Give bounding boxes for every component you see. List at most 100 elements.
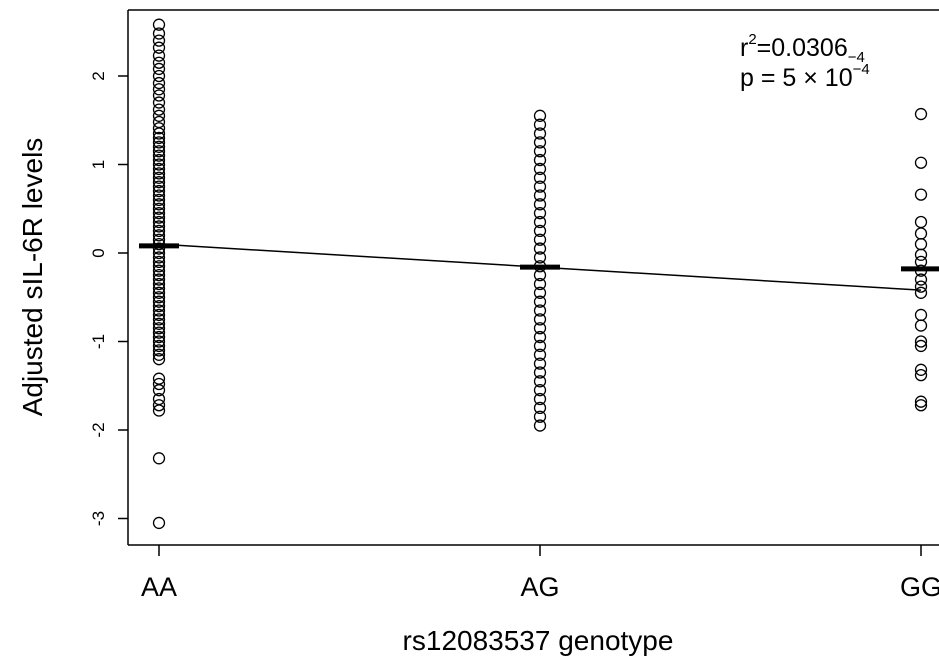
- data-point: [533, 322, 547, 335]
- data-point: [152, 268, 166, 282]
- data-point: [533, 127, 547, 140]
- data-point: [152, 145, 166, 158]
- data-point: [152, 224, 166, 238]
- data-point: [152, 295, 166, 308]
- data-point: [152, 229, 166, 242]
- data-point: [533, 153, 547, 167]
- data-point: [152, 18, 166, 31]
- data-point: [914, 368, 928, 382]
- data-point: [152, 62, 166, 76]
- data-point: [152, 264, 166, 277]
- data-point: [152, 171, 166, 184]
- data-point: [152, 330, 166, 344]
- r2-value: =0.0306: [757, 34, 848, 62]
- data-point: [152, 348, 166, 361]
- data-point: [533, 224, 547, 238]
- data-point: [533, 348, 547, 361]
- data-point: [533, 330, 547, 344]
- data-point: [533, 109, 547, 122]
- data-point: [533, 171, 547, 184]
- data-point: [533, 401, 547, 415]
- data-point: [152, 149, 166, 162]
- data-point: [152, 136, 166, 149]
- y-tick-label: 1: [89, 160, 108, 169]
- data-point: [152, 277, 166, 291]
- data-point: [152, 273, 166, 286]
- data-point: [914, 399, 928, 412]
- data-point: [152, 282, 166, 295]
- data-point: [152, 322, 166, 335]
- y-tick-label: 2: [89, 71, 108, 80]
- data-point: [914, 227, 928, 240]
- p-value-exponent: −4: [853, 61, 870, 78]
- y-tick-label: -3: [89, 511, 108, 526]
- data-point: [152, 158, 166, 171]
- data-points: [152, 18, 928, 530]
- data-point: [152, 198, 166, 211]
- data-point: [152, 76, 166, 90]
- data-point: [152, 140, 166, 153]
- data-point: [152, 96, 166, 109]
- p-value-text: p = 5 × 10: [740, 64, 853, 92]
- data-point: [152, 299, 166, 313]
- data-point: [914, 248, 928, 261]
- data-point: [152, 184, 166, 198]
- data-point: [152, 115, 166, 129]
- data-point: [914, 273, 928, 286]
- x-axis-title: rs12083537 genotype: [403, 625, 674, 656]
- data-point: [152, 399, 166, 412]
- x-tick-label: AA: [141, 572, 177, 602]
- data-point: [152, 162, 166, 176]
- x-tick-label: GG: [900, 572, 939, 602]
- data-point: [533, 366, 547, 379]
- data-point: [152, 326, 166, 339]
- data-point: [152, 41, 166, 54]
- data-point: [152, 193, 166, 207]
- data-point: [533, 215, 547, 229]
- data-point: [152, 83, 166, 96]
- data-point: [533, 145, 547, 158]
- data-point: [533, 207, 547, 220]
- data-point: [533, 136, 547, 149]
- r2-subscript: −4: [848, 49, 865, 66]
- data-point: [152, 89, 166, 102]
- x-axis: AA AG GG: [141, 545, 939, 602]
- group-means: [139, 243, 939, 272]
- data-point: [152, 335, 166, 348]
- stats-annotation: r2=0.0306−4 p = 5 × 10−4: [740, 31, 870, 92]
- plot-frame: [127, 9, 939, 546]
- data-point: [914, 363, 928, 376]
- data-point: [152, 122, 166, 135]
- data-point: [533, 162, 547, 176]
- data-point: [152, 27, 166, 40]
- data-point: [533, 277, 547, 291]
- data-point: [152, 211, 166, 224]
- data-point: [533, 286, 547, 299]
- data-point: [914, 237, 928, 251]
- data-point: [152, 339, 166, 353]
- data-point: [152, 291, 166, 304]
- data-point: [152, 215, 166, 229]
- data-point: [533, 384, 547, 397]
- data-point: [152, 242, 166, 255]
- data-point: [152, 286, 166, 299]
- data-point: [152, 404, 166, 417]
- data-point: [914, 319, 928, 332]
- y-tick-label: -2: [89, 422, 108, 437]
- data-point: [533, 295, 547, 308]
- data-point: [914, 308, 928, 322]
- data-point: [152, 317, 166, 330]
- data-point: [914, 156, 928, 169]
- y-axis-title: Adjusted sIL-6R levels: [17, 138, 48, 417]
- data-point: [152, 384, 166, 397]
- data-point: [533, 375, 547, 388]
- data-point: [914, 339, 928, 353]
- data-point: [152, 127, 166, 140]
- r2-prefix: r: [740, 34, 748, 62]
- svg-text:r2=0.0306−4: r2=0.0306−4: [740, 31, 865, 66]
- data-point: [533, 180, 547, 193]
- data-point: [533, 198, 547, 211]
- data-point: [152, 109, 166, 122]
- data-point: [152, 56, 166, 69]
